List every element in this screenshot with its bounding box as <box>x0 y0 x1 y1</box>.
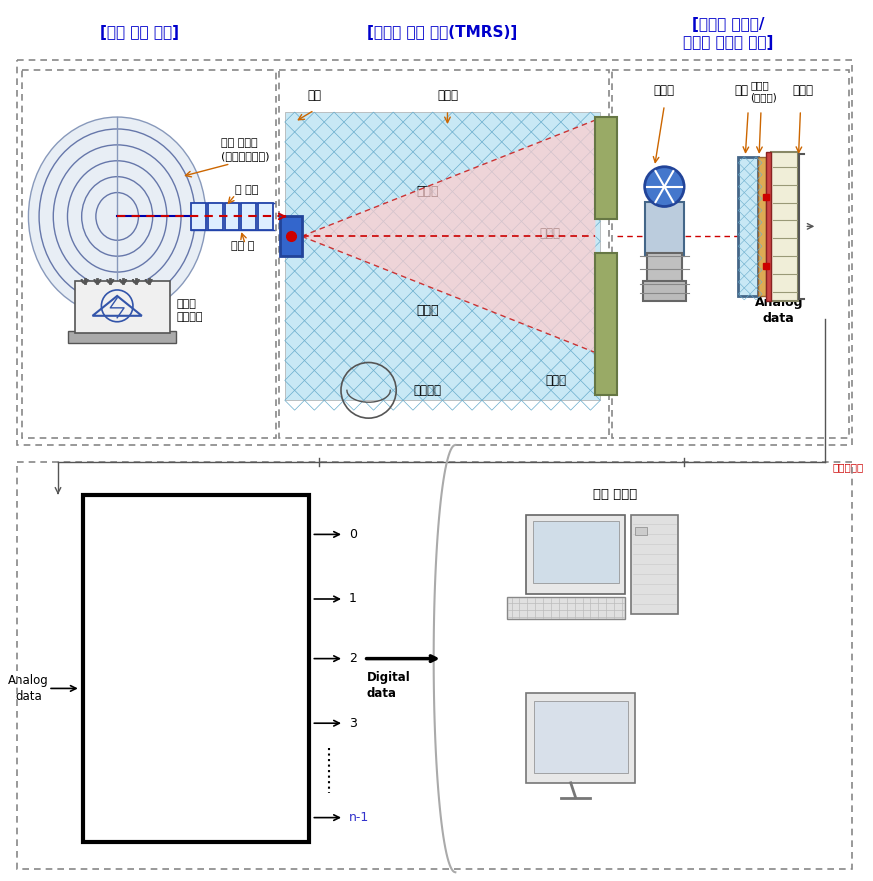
Bar <box>278 70 609 438</box>
Ellipse shape <box>29 117 206 315</box>
Text: 1: 1 <box>349 593 357 605</box>
Polygon shape <box>301 120 595 352</box>
Bar <box>22 70 276 438</box>
Bar <box>643 281 686 301</box>
Text: N-bit: N-bit <box>179 607 213 621</box>
Bar <box>526 515 625 594</box>
Text: 섬광체
(변환기): 섬광체 (변환기) <box>750 80 777 102</box>
Bar <box>526 693 635 783</box>
Bar <box>17 462 852 870</box>
Text: n-1: n-1 <box>349 811 369 824</box>
Text: Analog
data: Analog data <box>754 296 803 325</box>
Bar <box>191 203 206 230</box>
Bar <box>612 70 849 438</box>
Bar <box>758 157 766 296</box>
Bar <box>506 597 625 618</box>
Text: 전송케이블: 전송케이블 <box>832 462 863 472</box>
Text: 냉각장치: 냉각장치 <box>413 384 441 396</box>
Bar <box>631 515 678 614</box>
Bar <box>595 117 617 219</box>
Text: 시험체: 시험체 <box>654 85 675 97</box>
Bar <box>771 152 799 301</box>
Text: [중성자 가시화/: [중성자 가시화/ <box>692 17 765 32</box>
Text: 0: 0 <box>349 528 357 541</box>
Bar <box>75 281 170 333</box>
Bar <box>224 203 239 230</box>
Text: 이온 빔: 이온 빔 <box>230 241 254 251</box>
Text: 감속체: 감속체 <box>416 304 439 317</box>
Bar <box>208 203 223 230</box>
Text: 집속기: 집속기 <box>437 89 458 102</box>
Bar <box>17 61 852 445</box>
Bar <box>534 701 628 773</box>
Bar <box>766 152 771 301</box>
Bar <box>280 217 301 256</box>
Text: 디지털 변환기
(ADC): 디지털 변환기 (ADC) <box>172 543 221 573</box>
Bar <box>533 522 619 583</box>
Text: 중성자: 중성자 <box>540 226 560 240</box>
Bar <box>739 157 758 296</box>
Bar <box>83 494 309 842</box>
Text: [중성자 생산 장치(TMRS)]: [중성자 생산 장치(TMRS)] <box>368 25 518 41</box>
Text: 검출기: 검출기 <box>793 85 814 97</box>
Bar <box>258 203 273 230</box>
Text: 필터: 필터 <box>734 85 748 97</box>
Text: 제어 컴퓨터: 제어 컴퓨터 <box>593 488 637 501</box>
Text: Digital
data: Digital data <box>367 670 410 700</box>
Circle shape <box>644 167 684 206</box>
Text: 표적: 표적 <box>307 89 321 102</box>
Text: 디지털 영상화 장치]: 디지털 영상화 장치] <box>684 35 773 50</box>
Bar <box>285 112 601 400</box>
Text: 고전압
공급장치: 고전압 공급장치 <box>176 300 203 322</box>
Bar <box>595 253 617 396</box>
Text: [입자 가속 장치]: [입자 가속 장치] <box>100 25 179 41</box>
Text: 2: 2 <box>349 652 357 665</box>
Text: 반사체: 반사체 <box>416 185 439 198</box>
Text: 3: 3 <box>349 717 357 729</box>
Text: 차폐재: 차폐재 <box>546 374 567 387</box>
Text: Analog
data: Analog data <box>8 674 49 703</box>
Bar <box>644 202 684 256</box>
Bar <box>647 253 682 288</box>
Text: 입자 가속기
(사이클로트론): 입자 가속기 (사이클로트론) <box>221 138 269 161</box>
Text: 빔 튜브: 빔 튜브 <box>236 185 259 195</box>
Bar <box>242 203 256 230</box>
Bar <box>68 330 176 343</box>
Text: A/D Converter
(ADC): A/D Converter (ADC) <box>119 671 273 715</box>
Bar <box>635 528 647 536</box>
